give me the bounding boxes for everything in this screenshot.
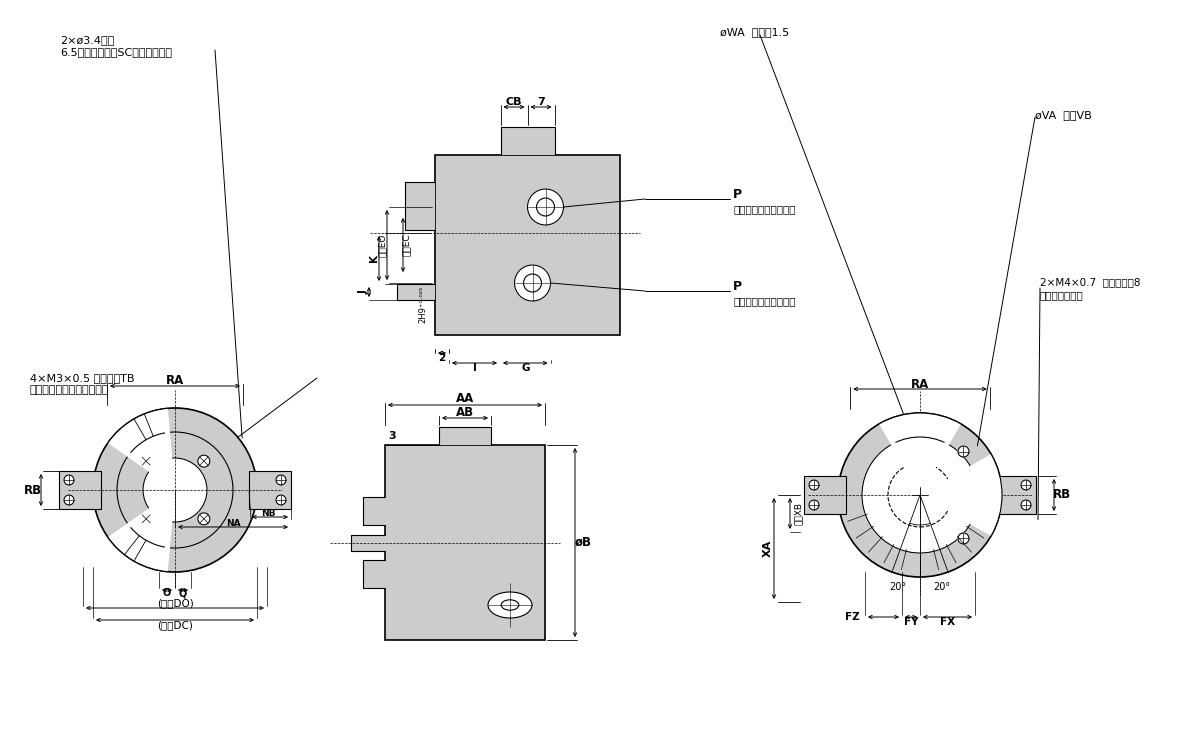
Bar (363, 560, 387, 588)
Circle shape (837, 413, 1002, 577)
Text: XA: XA (763, 540, 773, 557)
Text: NB: NB (261, 509, 276, 518)
Text: øVA  深さVB: øVA 深さVB (1035, 110, 1091, 120)
Circle shape (809, 500, 819, 510)
Text: 閉時EC: 閉時EC (401, 234, 411, 256)
Circle shape (958, 446, 969, 457)
Circle shape (863, 437, 978, 553)
Bar (405, 182, 435, 230)
Text: 2: 2 (438, 353, 446, 363)
Circle shape (958, 533, 969, 544)
Bar (435, 155, 621, 335)
Circle shape (514, 265, 551, 301)
Text: 開時EO: 開時EO (377, 233, 387, 256)
Bar (249, 471, 291, 509)
Text: FZ: FZ (846, 612, 860, 622)
Bar (385, 445, 545, 640)
Text: (開時DO): (開時DO) (157, 598, 193, 608)
Text: 20°: 20° (933, 582, 950, 592)
Wedge shape (879, 413, 961, 495)
Circle shape (198, 513, 210, 525)
Text: RA: RA (910, 377, 930, 391)
Circle shape (1021, 500, 1031, 510)
Text: øWA  深さ〃1.5: øWA 深さ〃1.5 (720, 27, 789, 37)
Text: RB: RB (1053, 488, 1071, 502)
Text: J: J (359, 290, 369, 294)
Bar (994, 476, 1036, 514)
Bar (994, 476, 1036, 514)
Text: 3: 3 (388, 431, 395, 441)
Text: （フィンガ閉ポート）: （フィンガ閉ポート） (733, 296, 795, 306)
Text: 2×M4×0.7  ねじ深さ〃8: 2×M4×0.7 ねじ深さ〃8 (1040, 277, 1140, 287)
Text: NA: NA (225, 518, 241, 527)
Circle shape (198, 455, 210, 467)
Text: FY: FY (903, 617, 918, 627)
Text: 4×M3×0.5 ねじ深さTB: 4×M3×0.5 ねじ深さTB (30, 373, 134, 383)
Bar (363, 497, 387, 525)
Text: P: P (733, 188, 742, 202)
Bar (59, 471, 101, 509)
Bar (804, 476, 846, 514)
Circle shape (276, 495, 286, 505)
Circle shape (809, 480, 819, 490)
Text: RA: RA (165, 374, 184, 388)
Text: 6.5深座くり深さSC（取付用穴）: 6.5深座くり深さSC（取付用穴） (60, 47, 173, 57)
Bar (59, 471, 101, 509)
Bar (385, 445, 545, 640)
Bar (397, 284, 435, 300)
Text: （取付用ねじ）: （取付用ねじ） (1040, 290, 1084, 300)
Circle shape (63, 475, 74, 485)
Bar (435, 155, 621, 335)
Text: G: G (521, 363, 530, 373)
Circle shape (143, 458, 207, 522)
Circle shape (276, 475, 286, 485)
Wedge shape (920, 454, 1002, 536)
Text: （フィンガ開ポート）: （フィンガ開ポート） (733, 204, 795, 214)
Circle shape (140, 513, 152, 525)
Text: FX: FX (940, 617, 955, 627)
Text: アタッチメント取付用ねじ: アタッチメント取付用ねじ (30, 385, 109, 395)
Circle shape (93, 408, 258, 572)
Bar (501, 127, 555, 155)
Circle shape (527, 189, 563, 225)
Text: P: P (733, 280, 742, 293)
Text: RB: RB (24, 484, 42, 496)
Text: Q: Q (179, 588, 187, 598)
Circle shape (140, 455, 152, 467)
Bar (804, 476, 846, 514)
Text: AB: AB (456, 406, 474, 418)
Text: K: K (369, 254, 379, 262)
Text: O: O (163, 588, 171, 598)
Text: I: I (472, 363, 477, 373)
Text: 2H9⁺⁰·⁰²⁵: 2H9⁺⁰·⁰²⁵ (418, 286, 428, 323)
Text: 20°: 20° (889, 582, 907, 592)
Text: 2×ø3.4通し: 2×ø3.4通し (60, 35, 114, 45)
Text: 7: 7 (537, 97, 545, 107)
Bar (438, 427, 491, 445)
Circle shape (1021, 480, 1031, 490)
Text: 深さXB: 深さXB (793, 502, 803, 525)
Bar (351, 535, 387, 550)
Wedge shape (108, 490, 175, 572)
Text: øB: øB (575, 536, 592, 549)
Text: CB: CB (506, 97, 522, 107)
Wedge shape (108, 408, 175, 490)
Bar (249, 471, 291, 509)
Circle shape (63, 495, 74, 505)
Text: (閉時DC): (閉時DC) (157, 620, 193, 630)
Text: AA: AA (456, 392, 474, 406)
Ellipse shape (488, 592, 532, 618)
